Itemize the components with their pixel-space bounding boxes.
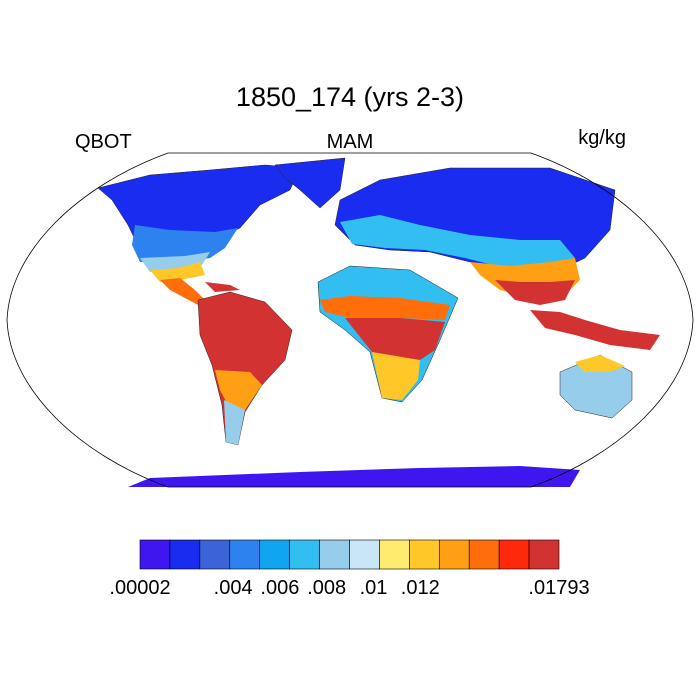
greenland — [274, 157, 346, 209]
colorbar-swatch — [468, 539, 500, 570]
colorbar-tick-label: .004 — [214, 577, 253, 599]
gulf — [150, 262, 205, 282]
colorbar-swatch — [438, 539, 470, 570]
south-america — [197, 291, 293, 446]
colorbar-swatch — [528, 539, 560, 570]
map-title: 1850_174 (yrs 2-3) — [236, 82, 464, 112]
europe-south — [340, 215, 575, 268]
colorbar-swatch — [498, 539, 530, 570]
colorbar-swatch — [259, 539, 290, 570]
season-label: MAM — [327, 131, 374, 153]
caribbean — [205, 282, 240, 292]
colorbar-swatch — [379, 539, 410, 570]
map — [6, 152, 694, 488]
units-label: kg/kg — [578, 127, 626, 149]
central-america — [160, 278, 205, 305]
usa — [132, 225, 238, 262]
colorbar-swatch — [169, 539, 201, 570]
south-asia-core — [495, 280, 575, 305]
colorbar-swatch — [229, 539, 261, 570]
map-outline — [6, 152, 694, 488]
colorbar-tick-label: .01793 — [528, 577, 589, 599]
colorbar-swatch — [409, 539, 440, 570]
colorbar-tick-label: .006 — [260, 577, 299, 599]
africa-sahel — [320, 296, 450, 320]
colorbar-swatch — [349, 539, 380, 570]
australia-north — [575, 355, 625, 372]
africa-south — [372, 352, 420, 400]
colorbar-swatch — [319, 539, 350, 570]
africa-tropics — [345, 318, 445, 360]
variable-label: QBOT — [75, 131, 132, 153]
colorbar-tick-label: .01 — [360, 577, 388, 599]
colorbar-swatch — [139, 539, 171, 570]
south-america-south — [215, 370, 262, 410]
colorbar-swatch — [289, 539, 320, 570]
colorbar-tick-label: .008 — [307, 577, 346, 599]
patagonia — [224, 400, 245, 445]
antarctica — [128, 466, 580, 487]
colorbar-tick-label: .012 — [401, 577, 440, 599]
indonesia — [530, 310, 660, 350]
colorbar-tick-label: .00002 — [109, 577, 170, 599]
colorbar-swatch — [199, 539, 231, 570]
colorbar: .00002 .004 .006 .008 .01 .012 .01793 — [109, 539, 590, 599]
